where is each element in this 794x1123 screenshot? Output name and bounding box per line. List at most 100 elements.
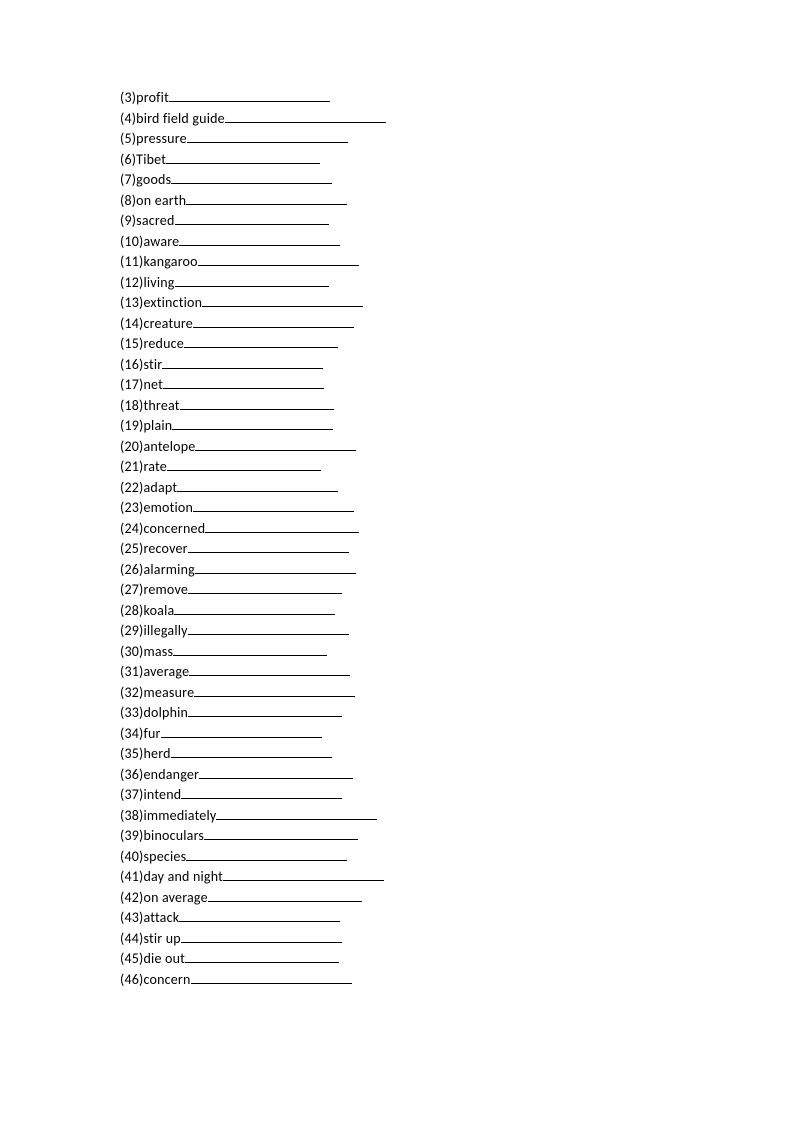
- vocab-item: (8)on earth: [120, 191, 794, 212]
- vocab-item: (30)mass: [120, 642, 794, 663]
- item-label: (11)kangaroo: [120, 252, 198, 273]
- vocab-item: (37)intend: [120, 785, 794, 806]
- vocab-item: (26)alarming: [120, 560, 794, 581]
- vocab-item: (23)emotion: [120, 498, 794, 519]
- item-label: (21)rate: [120, 457, 167, 478]
- blank-line: [184, 334, 338, 348]
- vocab-item: (27)remove: [120, 580, 794, 601]
- blank-line: [225, 109, 386, 123]
- vocab-item: (28)koala: [120, 601, 794, 622]
- item-label: (9)sacred: [120, 211, 175, 232]
- item-label: (45)die out: [120, 949, 185, 970]
- vocab-item: (20)antelope: [120, 437, 794, 458]
- item-label: (16)stir: [120, 355, 162, 376]
- blank-line: [175, 211, 329, 225]
- item-label: (26)alarming: [120, 560, 195, 581]
- blank-line: [186, 847, 347, 861]
- vocab-item: (11)kangaroo: [120, 252, 794, 273]
- item-label: (29)illegally: [120, 621, 188, 642]
- item-label: (31)average: [120, 662, 189, 683]
- item-label: (7)goods: [120, 170, 171, 191]
- blank-line: [216, 806, 377, 820]
- item-label: (40)species: [120, 847, 186, 868]
- blank-line: [194, 683, 355, 697]
- blank-line: [166, 150, 320, 164]
- item-label: (4)bird field guide: [120, 109, 225, 130]
- vocab-item: (16)stir: [120, 355, 794, 376]
- vocab-item: (34)fur: [120, 724, 794, 745]
- blank-line: [163, 375, 324, 389]
- item-label: (12)living: [120, 273, 175, 294]
- vocab-item: (15)reduce: [120, 334, 794, 355]
- blank-line: [202, 293, 363, 307]
- blank-line: [193, 498, 354, 512]
- item-label: (44)stir up: [120, 929, 181, 950]
- vocab-item: (38)immediately: [120, 806, 794, 827]
- vocab-item: (24)concerned: [120, 519, 794, 540]
- item-label: (30)mass: [120, 642, 173, 663]
- item-label: (37)intend: [120, 785, 181, 806]
- item-label: (42)on average: [120, 888, 208, 909]
- item-label: (33)dolphin: [120, 703, 188, 724]
- item-label: (38)immediately: [120, 806, 216, 827]
- item-label: (34)fur: [120, 724, 161, 745]
- item-label: (17)net: [120, 375, 163, 396]
- blank-line: [162, 355, 323, 369]
- vocab-item: (32)measure: [120, 683, 794, 704]
- blank-line: [177, 478, 338, 492]
- blank-line: [199, 765, 353, 779]
- vocab-item: (19)plain: [120, 416, 794, 437]
- blank-line: [188, 703, 342, 717]
- vocabulary-list: (3)profit(4)bird field guide(5)pressure(…: [120, 88, 794, 990]
- blank-line: [188, 621, 349, 635]
- vocab-item: (10)aware: [120, 232, 794, 253]
- item-label: (14)creature: [120, 314, 193, 335]
- blank-line: [169, 88, 330, 102]
- item-label: (6)Tibet: [120, 150, 166, 171]
- item-label: (18)threat: [120, 396, 180, 417]
- vocab-item: (14)creature: [120, 314, 794, 335]
- blank-line: [187, 129, 348, 143]
- vocab-item: (4)bird field guide: [120, 109, 794, 130]
- blank-line: [205, 519, 359, 533]
- item-label: (36)endanger: [120, 765, 199, 786]
- item-label: (28)koala: [120, 601, 174, 622]
- item-label: (35)herd: [120, 744, 171, 765]
- vocab-item: (21)rate: [120, 457, 794, 478]
- item-label: (10)aware: [120, 232, 179, 253]
- item-label: (13)extinction: [120, 293, 202, 314]
- vocab-item: (46)concern: [120, 970, 794, 991]
- blank-line: [161, 724, 322, 738]
- vocab-item: (18)threat: [120, 396, 794, 417]
- vocab-item: (25)recover: [120, 539, 794, 560]
- item-label: (43)attack: [120, 908, 179, 929]
- item-label: (19)plain: [120, 416, 172, 437]
- vocab-item: (35)herd: [120, 744, 794, 765]
- vocab-item: (13)extinction: [120, 293, 794, 314]
- vocab-item: (40)species: [120, 847, 794, 868]
- blank-line: [208, 888, 362, 902]
- blank-line: [171, 744, 332, 758]
- item-label: (46)concern: [120, 970, 191, 991]
- vocab-item: (7)goods: [120, 170, 794, 191]
- blank-line: [181, 785, 342, 799]
- item-label: (8)on earth: [120, 191, 186, 212]
- vocab-item: (3)profit: [120, 88, 794, 109]
- blank-line: [175, 273, 329, 287]
- blank-line: [167, 457, 321, 471]
- vocab-item: (42)on average: [120, 888, 794, 909]
- blank-line: [195, 560, 356, 574]
- vocab-item: (12)living: [120, 273, 794, 294]
- vocab-item: (22)adapt: [120, 478, 794, 499]
- blank-line: [188, 539, 349, 553]
- item-label: (22)adapt: [120, 478, 177, 499]
- vocab-item: (31)average: [120, 662, 794, 683]
- vocab-item: (17)net: [120, 375, 794, 396]
- vocab-item: (9)sacred: [120, 211, 794, 232]
- vocab-item: (44)stir up: [120, 929, 794, 950]
- vocab-item: (36)endanger: [120, 765, 794, 786]
- blank-line: [185, 949, 339, 963]
- blank-line: [189, 662, 350, 676]
- blank-line: [195, 437, 356, 451]
- item-label: (15)reduce: [120, 334, 184, 355]
